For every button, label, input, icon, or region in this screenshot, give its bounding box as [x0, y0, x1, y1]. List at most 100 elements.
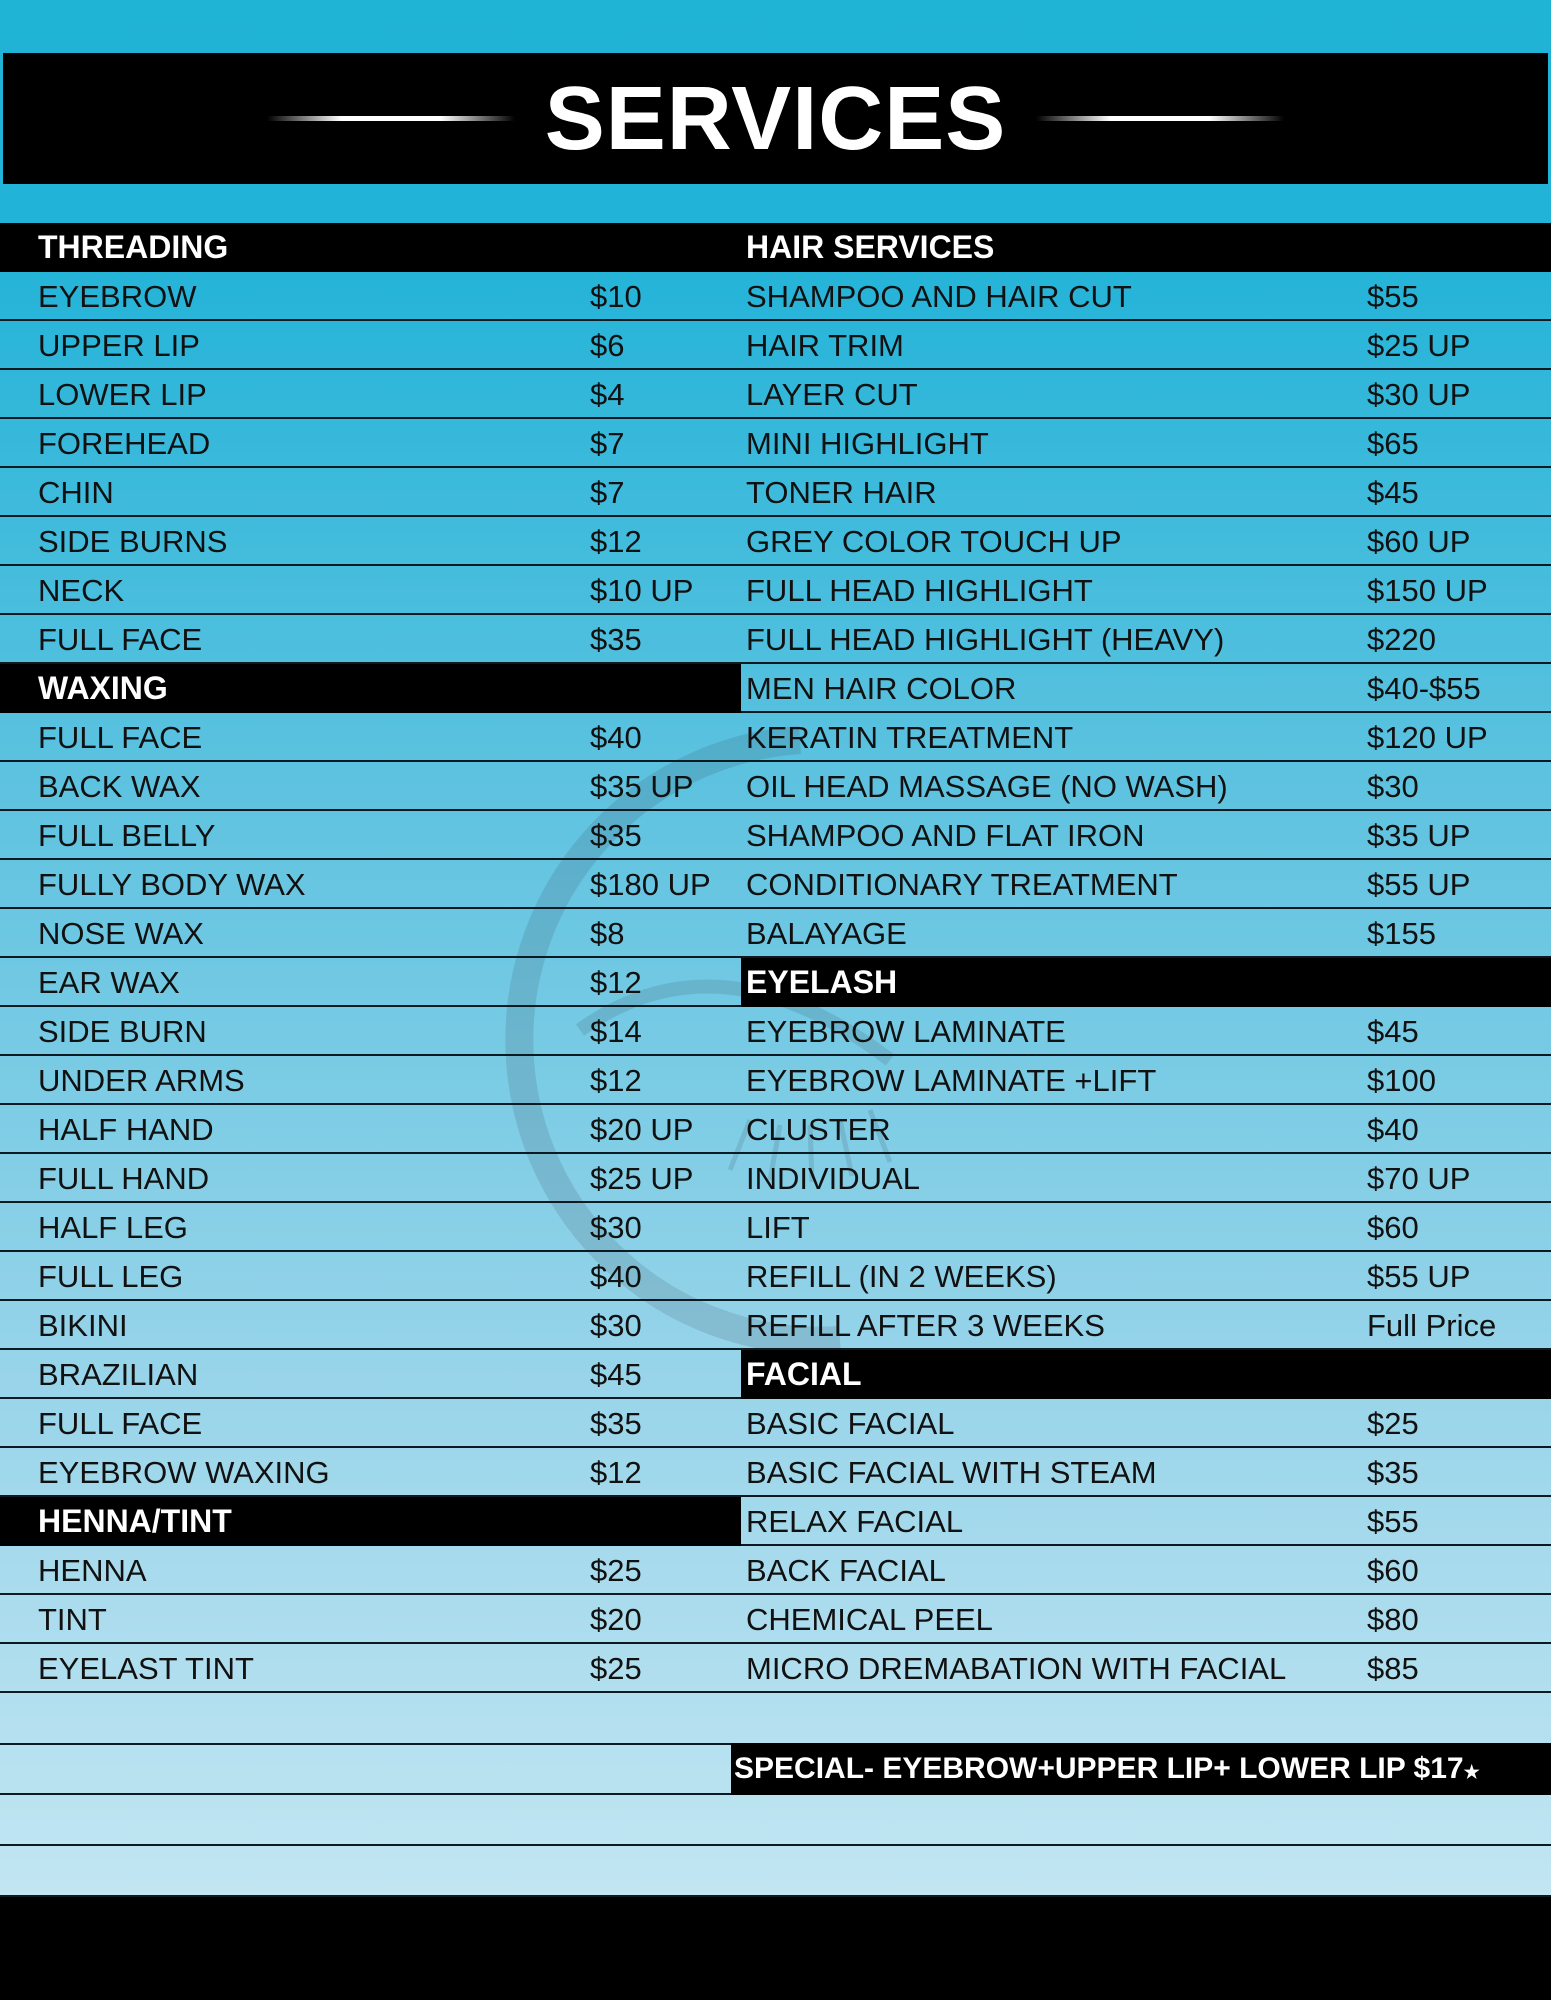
empty-row	[0, 1846, 1551, 1897]
service-name: BIKINI	[38, 1308, 128, 1343]
service-row: EYEBROW LAMINATE +LIFT $100	[741, 1056, 1551, 1105]
section-header-threading: THREADING	[0, 223, 741, 272]
special-offer-text: SPECIAL- EYEBROW+UPPER LIP+ LOWER LIP $1…	[734, 1752, 1464, 1785]
service-name: MEN HAIR COLOR	[746, 671, 1017, 706]
service-row: REFILL AFTER 3 WEEKS Full Price	[741, 1301, 1551, 1350]
service-row: FULL HEAD HIGHLIGHT $150 UP	[741, 566, 1551, 615]
service-row: KERATIN TREATMENT $120 UP	[741, 713, 1551, 762]
service-price: $25 UP	[590, 1161, 694, 1196]
service-price: $35 UP	[1367, 818, 1471, 853]
service-name: HENNA	[38, 1553, 147, 1588]
service-price: $60	[1367, 1553, 1419, 1588]
empty-row	[0, 1795, 1551, 1846]
service-price: $40	[1367, 1112, 1419, 1147]
service-row: BASIC FACIAL $25	[741, 1399, 1551, 1448]
service-name: TINT	[38, 1602, 107, 1637]
service-row: MICRO DREMABATION WITH FACIAL $85	[741, 1644, 1551, 1693]
service-row: EYELAST TINT $25	[0, 1644, 741, 1693]
service-row: TINT $20	[0, 1595, 741, 1644]
service-row: FULL HEAD HIGHLIGHT (HEAVY) $220	[741, 615, 1551, 664]
service-row: FULL FACE $35	[0, 615, 741, 664]
service-price: $30	[590, 1210, 642, 1245]
service-price: $35 UP	[590, 769, 694, 804]
service-price: $10	[590, 279, 642, 314]
section-header-facial: FACIAL	[741, 1350, 1551, 1399]
service-price: $55	[1367, 279, 1419, 314]
service-price: $30	[1367, 769, 1419, 804]
section-header-eyelash: EYELASH	[741, 958, 1551, 1007]
service-row: BACK FACIAL $60	[741, 1546, 1551, 1595]
service-price: $35	[590, 1406, 642, 1441]
service-name: CONDITIONARY TREATMENT	[746, 867, 1178, 902]
service-price: $150 UP	[1367, 573, 1488, 608]
service-row: INDIVIDUAL $70 UP	[741, 1154, 1551, 1203]
service-name: NOSE WAX	[38, 916, 204, 951]
service-name: FULL HEAD HIGHLIGHT (HEAVY)	[746, 622, 1225, 657]
service-price: $80	[1367, 1602, 1419, 1637]
service-price: $12	[590, 965, 642, 1000]
service-name: RELAX FACIAL	[746, 1504, 964, 1539]
section-title: EYELASH	[746, 964, 898, 1000]
service-name: FOREHEAD	[38, 426, 211, 461]
service-name: FULL HEAD HIGHLIGHT	[746, 573, 1093, 608]
service-row: MINI HIGHLIGHT $65	[741, 419, 1551, 468]
service-row: BASIC FACIAL WITH STEAM $35	[741, 1448, 1551, 1497]
service-price: Full Price	[1367, 1308, 1497, 1343]
service-name: EAR WAX	[38, 965, 180, 1000]
service-name: BASIC FACIAL	[746, 1406, 955, 1441]
service-name: LIFT	[746, 1210, 810, 1245]
service-row: EYEBROW WAXING $12	[0, 1448, 741, 1497]
service-name: EYEBROW LAMINATE +LIFT	[746, 1063, 1157, 1098]
service-name: OIL HEAD MASSAGE (NO WASH)	[746, 769, 1228, 804]
service-price: $40	[590, 720, 642, 755]
service-name: CLUSTER	[746, 1112, 891, 1147]
service-name: CHEMICAL PEEL	[746, 1602, 993, 1637]
service-price: $10 UP	[590, 573, 694, 608]
service-price: $45	[590, 1357, 642, 1392]
service-row: LAYER CUT $30 UP	[741, 370, 1551, 419]
service-name: UNDER ARMS	[38, 1063, 245, 1098]
service-price: $40-$55	[1367, 671, 1481, 706]
service-price: $30	[590, 1308, 642, 1343]
service-price: $25 UP	[1367, 328, 1471, 363]
section-header-waxing: WAXING	[0, 664, 741, 713]
service-row: FULL FACE $40	[0, 713, 741, 762]
service-price: $8	[590, 916, 625, 951]
service-price: $55 UP	[1367, 867, 1471, 902]
service-price: $180 UP	[590, 867, 711, 902]
service-name: SIDE BURNS	[38, 524, 228, 559]
service-name: HALF HAND	[38, 1112, 214, 1147]
service-price: $25	[590, 1651, 642, 1686]
service-name: EYEBROW LAMINATE	[746, 1014, 1066, 1049]
service-row: CHEMICAL PEEL $80	[741, 1595, 1551, 1644]
service-price: $45	[1367, 1014, 1419, 1049]
service-name: BACK WAX	[38, 769, 201, 804]
service-row: HAIR TRIM $25 UP	[741, 321, 1551, 370]
section-title: HENNA/TINT	[38, 1503, 232, 1539]
service-price: $220	[1367, 622, 1436, 657]
service-row: FOREHEAD $7	[0, 419, 741, 468]
service-price: $35	[590, 818, 642, 853]
service-row: OIL HEAD MASSAGE (NO WASH) $30	[741, 762, 1551, 811]
service-name: BACK FACIAL	[746, 1553, 946, 1588]
service-price: $20 UP	[590, 1112, 694, 1147]
service-row: UNDER ARMS $12	[0, 1056, 741, 1105]
service-row: EYEBROW $10	[0, 272, 741, 321]
service-price: $60	[1367, 1210, 1419, 1245]
service-row: FULL HAND $25 UP	[0, 1154, 741, 1203]
service-row: HALF HAND $20 UP	[0, 1105, 741, 1154]
service-price: $120 UP	[1367, 720, 1488, 755]
service-row: GREY COLOR TOUCH UP $60 UP	[741, 517, 1551, 566]
service-row: SHAMPOO AND FLAT IRON $35 UP	[741, 811, 1551, 860]
title-right-rule	[1036, 116, 1285, 121]
service-name: KERATIN TREATMENT	[746, 720, 1074, 755]
service-price: $35	[590, 622, 642, 657]
service-row: CONDITIONARY TREATMENT $55 UP	[741, 860, 1551, 909]
service-row: SHAMPOO AND HAIR CUT $55	[741, 272, 1551, 321]
service-price: $25	[1367, 1406, 1419, 1441]
service-price: $35	[1367, 1455, 1419, 1490]
service-row: CHIN $7	[0, 468, 741, 517]
service-row: LOWER LIP $4	[0, 370, 741, 419]
service-name: FULL BELLY	[38, 818, 216, 853]
service-row: FULL LEG $40	[0, 1252, 741, 1301]
